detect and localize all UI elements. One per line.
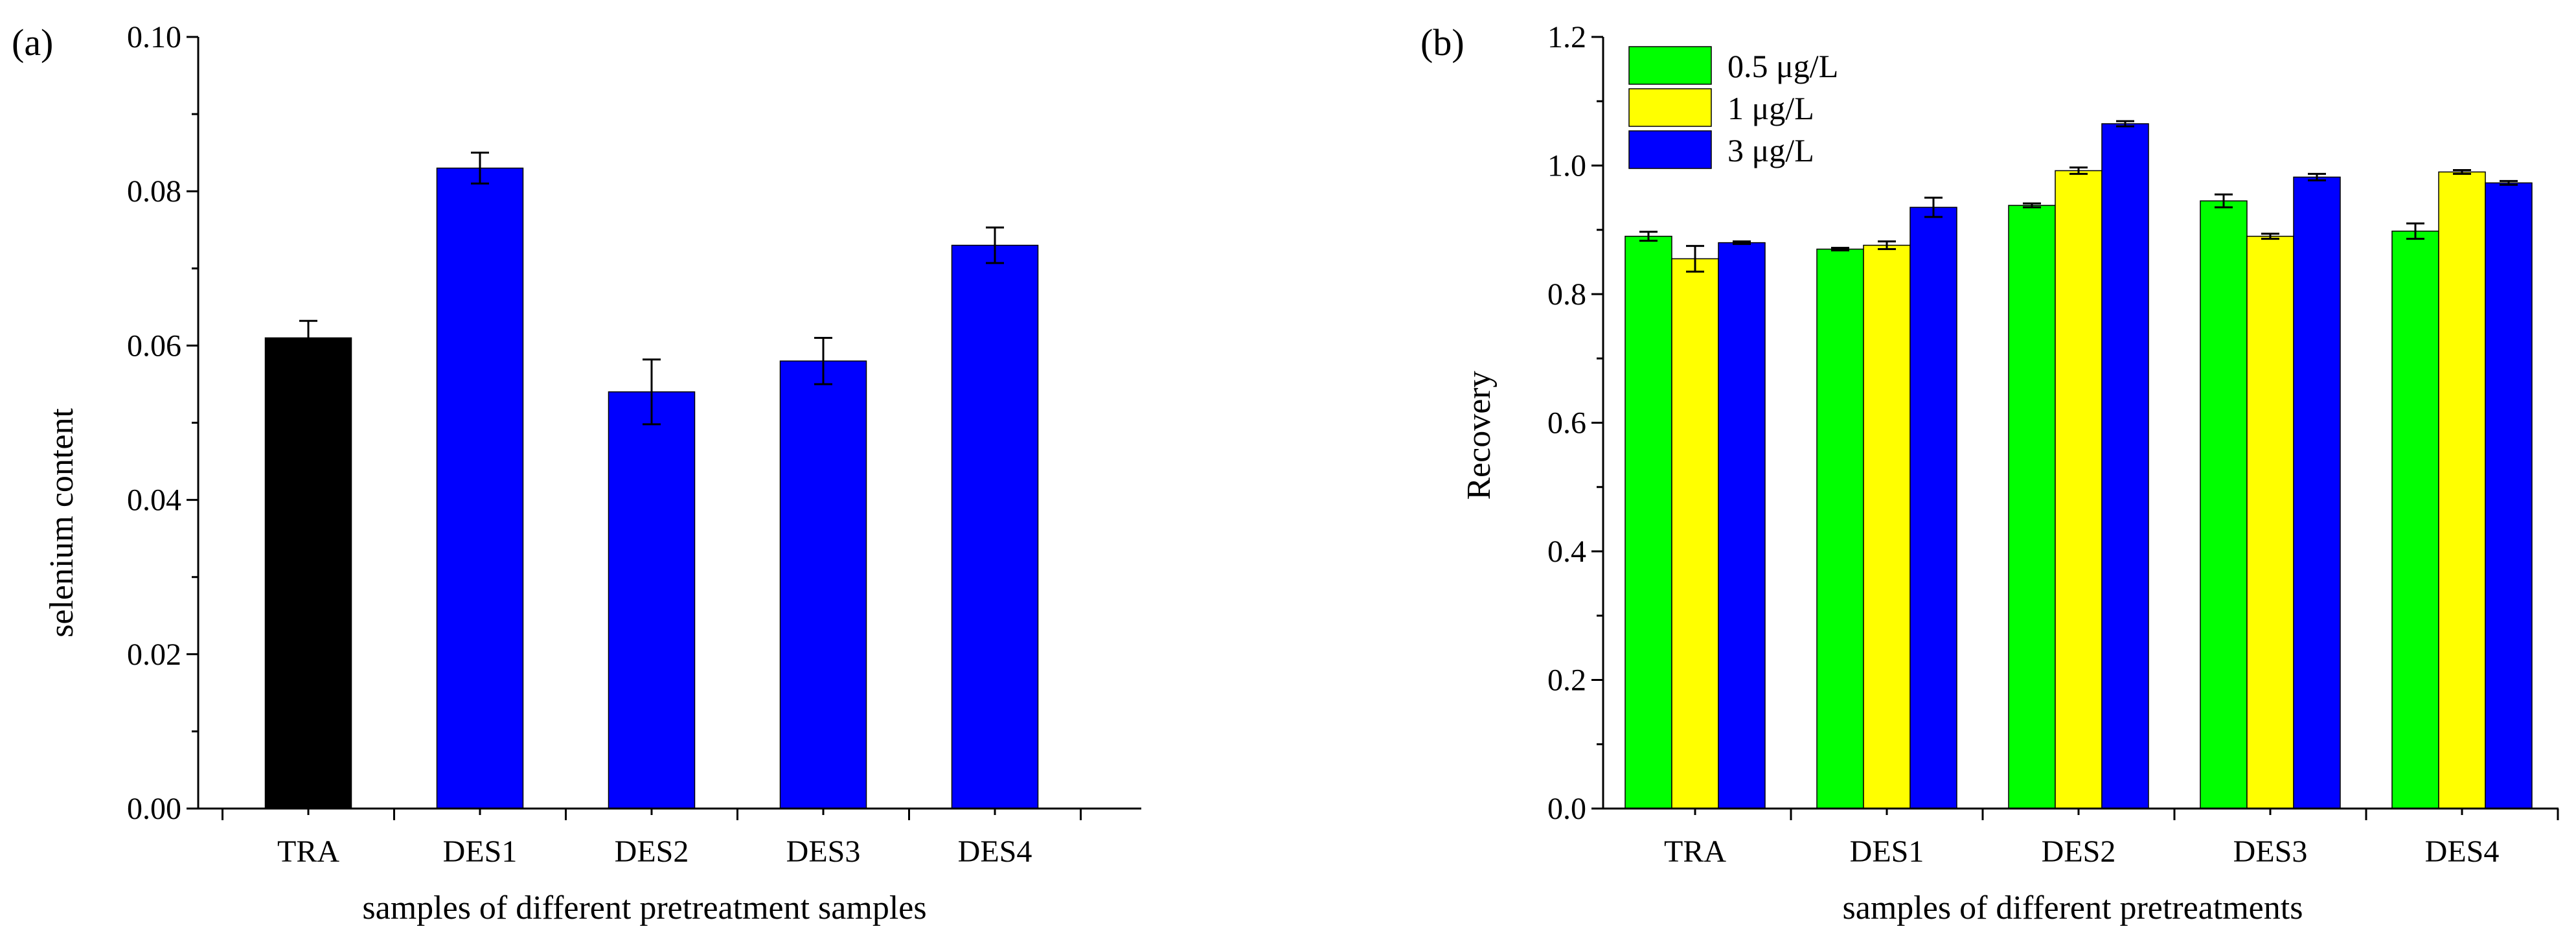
- panel-a-y-tick-label: 0.04: [127, 483, 181, 518]
- panel-b-bar: [2438, 171, 2486, 809]
- panel-b-bar: [1671, 258, 1719, 809]
- panel-a-x-tick-label: DES1: [443, 834, 518, 869]
- panel-b-x-tick-label: DES3: [2233, 834, 2308, 869]
- panel-a-y-tick-label: 0.08: [127, 174, 181, 209]
- panel-a-bar: [436, 167, 524, 809]
- chart-panel-a: (a) selenium content samples of differen…: [12, 20, 1141, 926]
- panel-b-bar: [2008, 205, 2056, 809]
- panel-b-y-tick-label: 0.2: [1547, 663, 1586, 698]
- panel-b-x-tick-label: DES4: [2425, 834, 2500, 869]
- panel-b-bar: [2101, 123, 2149, 809]
- panel-b-bar: [2391, 230, 2439, 809]
- panel-a-y-axis-title: selenium content: [43, 408, 80, 638]
- panel-a-x-tick-label: DES3: [786, 834, 861, 869]
- panel-a-axes: [197, 37, 1141, 820]
- panel-b-legend-label: 0.5 μg/L: [1727, 48, 1838, 84]
- panel-b-bar: [2200, 200, 2248, 809]
- chart-panel-b: (b) Recovery samples of different pretre…: [1420, 20, 2559, 926]
- panel-b-label: (b): [1420, 21, 1465, 63]
- panel-b-x-tick-label: DES2: [2042, 834, 2116, 869]
- panel-b-y-tick-label: 0.0: [1547, 792, 1586, 826]
- panel-b-x-tick-label: DES1: [1850, 834, 1924, 869]
- panel-b-y-tick-label: 0.4: [1547, 534, 1586, 569]
- panel-a-bars: [264, 152, 1039, 809]
- panel-a-x-axis-title: samples of different pretreatment sample…: [362, 890, 926, 926]
- panel-a-bar: [608, 391, 696, 809]
- panel-b-y-tick-label: 1.0: [1547, 149, 1586, 183]
- panel-b-bar: [1863, 244, 1911, 809]
- panel-a-bar: [264, 337, 352, 809]
- panel-b-bar: [1909, 207, 1957, 809]
- panel-b-bar: [1624, 235, 1672, 809]
- panel-b-x-axis-title: samples of different pretreatments: [1843, 890, 2303, 926]
- panel-a-y-tick-label: 0.00: [127, 792, 181, 826]
- panel-a-x-tick-labels: TRA DES1 DES2 DES3 DES4: [277, 834, 1032, 869]
- panel-b-legend-label: 1 μg/L: [1727, 90, 1814, 126]
- panel-b-legend-swatch: [1628, 88, 1712, 127]
- panel-a-bar: [779, 360, 867, 809]
- panel-b-bar: [2055, 170, 2103, 809]
- panel-b-bar: [2485, 182, 2533, 809]
- panel-a-x-tick-label: DES4: [958, 834, 1032, 869]
- panel-b-bar: [1718, 242, 1766, 809]
- panel-b-bar: [2293, 176, 2341, 809]
- panel-b-x-tick-labels: TRA DES1 DES2 DES3 DES4: [1664, 834, 2499, 869]
- panel-a-y-tick-label: 0.02: [127, 638, 181, 672]
- panel-b-bar: [1816, 248, 1864, 809]
- panel-b-y-tick-label: 0.8: [1547, 277, 1586, 312]
- panel-a-bar: [951, 244, 1039, 809]
- panel-b-bars: [1624, 120, 2533, 809]
- panel-a-y-tick-label: 0.10: [127, 20, 181, 54]
- panel-b-y-ticks: 0.0 0.2 0.4 0.6 0.8 1.0 1.2: [1547, 20, 1603, 826]
- panel-b-y-tick-label: 0.6: [1547, 406, 1586, 441]
- panel-b-y-axis-title: Recovery: [1461, 371, 1498, 500]
- panel-a-y-tick-label: 0.06: [127, 328, 181, 363]
- panel-a-x-tick-label: TRA: [277, 834, 339, 869]
- panel-b-axes: [1602, 37, 2559, 820]
- panel-b-legend-label: 3 μg/L: [1727, 132, 1814, 168]
- panel-b-legend-swatch: [1628, 46, 1712, 85]
- panel-a-x-tick-label: DES2: [615, 834, 689, 869]
- panel-a-label: (a): [12, 21, 53, 63]
- panel-b-x-tick-label: TRA: [1664, 834, 1726, 869]
- panel-b-legend: 0.5 μg/L 1 μg/L 3 μg/L: [1628, 46, 1838, 169]
- panel-a-y-ticks: 0.00 0.02 0.04 0.06 0.08 0.10: [127, 20, 198, 826]
- panel-b-y-tick-label: 1.2: [1547, 20, 1586, 54]
- panel-b-legend-swatch: [1628, 130, 1712, 169]
- panel-b-bar: [2246, 235, 2294, 809]
